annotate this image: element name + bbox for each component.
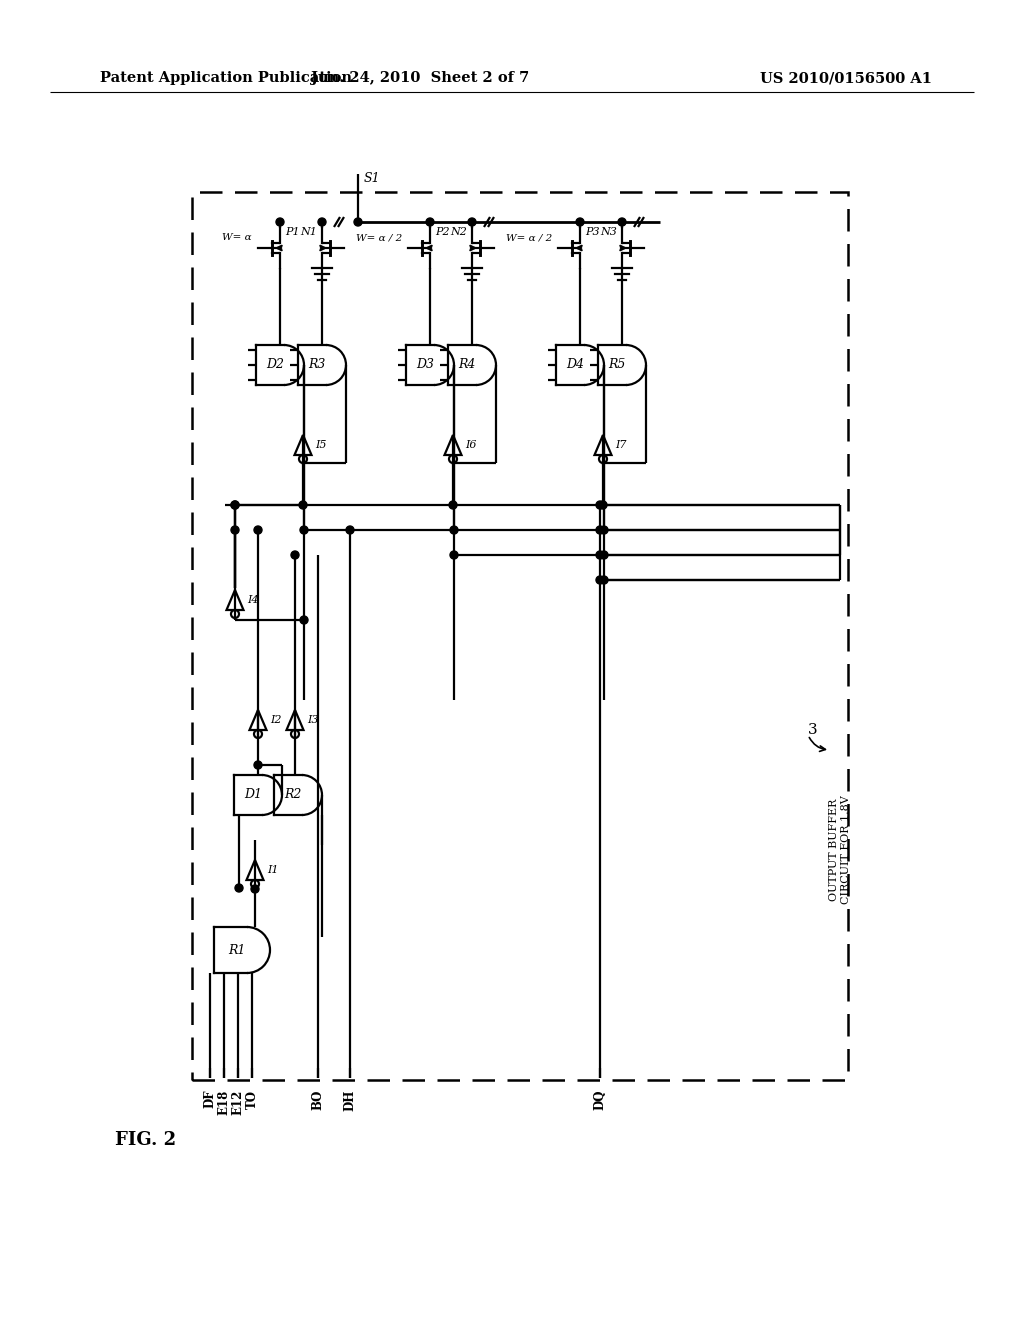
Text: N2: N2 bbox=[451, 227, 467, 238]
Text: W= α: W= α bbox=[222, 234, 252, 243]
Text: D3: D3 bbox=[416, 359, 434, 371]
Circle shape bbox=[450, 550, 458, 558]
Text: R3: R3 bbox=[308, 359, 326, 371]
Text: OUTPUT BUFFER
CIRCUIT FOR 1.8V: OUTPUT BUFFER CIRCUIT FOR 1.8V bbox=[829, 796, 851, 904]
Circle shape bbox=[291, 550, 299, 558]
Circle shape bbox=[599, 502, 607, 510]
Circle shape bbox=[254, 762, 262, 770]
Text: D1: D1 bbox=[244, 788, 262, 801]
Circle shape bbox=[354, 218, 362, 226]
Text: W= α / 2: W= α / 2 bbox=[506, 234, 552, 243]
Circle shape bbox=[251, 884, 259, 894]
Circle shape bbox=[600, 576, 608, 583]
Text: D4: D4 bbox=[566, 359, 584, 371]
Text: I5: I5 bbox=[315, 440, 327, 450]
Text: DF: DF bbox=[204, 1090, 216, 1109]
Text: N1: N1 bbox=[300, 227, 317, 238]
Circle shape bbox=[596, 525, 604, 535]
Text: DQ: DQ bbox=[594, 1090, 606, 1110]
Circle shape bbox=[468, 218, 476, 226]
Circle shape bbox=[300, 616, 308, 624]
Text: I6: I6 bbox=[466, 440, 477, 450]
Circle shape bbox=[600, 525, 608, 535]
Circle shape bbox=[300, 525, 308, 535]
Circle shape bbox=[600, 550, 608, 558]
Circle shape bbox=[346, 525, 354, 535]
Text: E18: E18 bbox=[217, 1090, 230, 1115]
Text: R2: R2 bbox=[285, 788, 302, 801]
Text: P1: P1 bbox=[285, 227, 300, 238]
Circle shape bbox=[596, 550, 604, 558]
Text: S1: S1 bbox=[364, 172, 381, 185]
Circle shape bbox=[254, 525, 262, 535]
Circle shape bbox=[231, 525, 239, 535]
Text: E12: E12 bbox=[231, 1090, 245, 1115]
Text: I4: I4 bbox=[248, 595, 259, 605]
Circle shape bbox=[234, 884, 243, 892]
Text: P2: P2 bbox=[435, 227, 450, 238]
Circle shape bbox=[276, 218, 284, 226]
Text: R5: R5 bbox=[608, 359, 626, 371]
Text: P3: P3 bbox=[585, 227, 600, 238]
Text: Patent Application Publication: Patent Application Publication bbox=[100, 71, 352, 84]
Circle shape bbox=[596, 576, 604, 583]
Text: I3: I3 bbox=[307, 715, 319, 725]
Circle shape bbox=[299, 502, 307, 510]
Circle shape bbox=[231, 502, 239, 510]
Circle shape bbox=[318, 218, 326, 226]
Text: I1: I1 bbox=[267, 865, 279, 875]
Text: D2: D2 bbox=[266, 359, 284, 371]
Text: I7: I7 bbox=[615, 440, 627, 450]
Text: DH: DH bbox=[343, 1090, 356, 1111]
Circle shape bbox=[618, 218, 626, 226]
Text: R1: R1 bbox=[228, 944, 246, 957]
Circle shape bbox=[575, 218, 584, 226]
Text: N3: N3 bbox=[600, 227, 617, 238]
Text: Jun. 24, 2010  Sheet 2 of 7: Jun. 24, 2010 Sheet 2 of 7 bbox=[311, 71, 529, 84]
Text: I2: I2 bbox=[270, 715, 282, 725]
Circle shape bbox=[426, 218, 434, 226]
Text: W= α / 2: W= α / 2 bbox=[355, 234, 402, 243]
Text: TO: TO bbox=[246, 1090, 258, 1109]
Circle shape bbox=[596, 502, 604, 510]
Text: BO: BO bbox=[311, 1090, 325, 1110]
Text: R4: R4 bbox=[459, 359, 476, 371]
Text: FIG. 2: FIG. 2 bbox=[115, 1131, 176, 1148]
Text: US 2010/0156500 A1: US 2010/0156500 A1 bbox=[760, 71, 932, 84]
Bar bbox=[193, 191, 848, 1080]
Circle shape bbox=[450, 525, 458, 535]
Circle shape bbox=[449, 502, 457, 510]
Circle shape bbox=[231, 502, 239, 510]
Text: 3: 3 bbox=[808, 723, 817, 737]
